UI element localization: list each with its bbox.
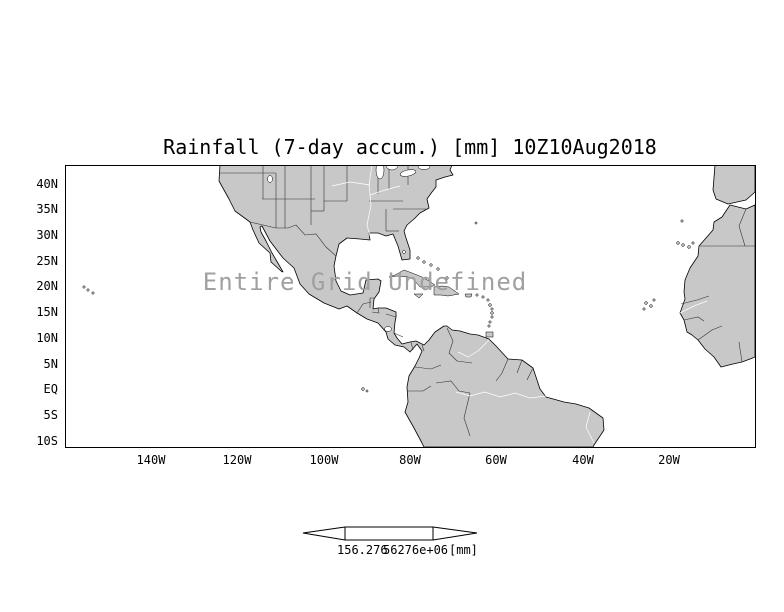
- plot-title: Rainfall (7-day accum.) [mm] 10Z10Aug201…: [163, 135, 657, 159]
- colorbar-unit: [mm]: [449, 543, 478, 557]
- lat-label-10s: 10S: [36, 434, 58, 448]
- lon-label-60w: 60W: [485, 453, 507, 467]
- map-layers: [82, 165, 755, 447]
- lon-label-120w: 120W: [222, 453, 252, 467]
- lat-label-10n: 10N: [36, 331, 58, 345]
- lake-michigan: [375, 165, 385, 180]
- lat-label-eq: EQ: [43, 382, 58, 396]
- lon-label-20w: 20W: [658, 453, 680, 467]
- island-hispaniola: [433, 285, 460, 297]
- map-frame: [65, 165, 756, 448]
- colorbar: [302, 526, 478, 541]
- lat-label-30n: 30N: [36, 228, 58, 242]
- continent-africa: [679, 204, 755, 368]
- political-boundaries: [219, 165, 755, 437]
- lake-erie: [399, 169, 417, 177]
- lake-okeechobee: [402, 250, 406, 254]
- lat-label-5s: 5S: [43, 408, 58, 422]
- grid-undefined-message: Entire Grid Undefined: [202, 268, 528, 296]
- island-trinidad: [485, 331, 494, 338]
- lon-label-100w: 100W: [309, 453, 339, 467]
- landmass-iberia: [712, 165, 755, 205]
- lat-label-35n: 35N: [36, 202, 58, 216]
- lon-label-80w: 80W: [399, 453, 421, 467]
- colorbar-label-right: 56276e+06: [383, 543, 449, 557]
- colorbar-arrow-shape: [302, 526, 478, 541]
- lat-label-40n: 40N: [36, 177, 58, 191]
- island-jamaica: [413, 293, 424, 299]
- island-cuba: [388, 269, 436, 288]
- colorbar-label-left: 156.276: [337, 543, 388, 557]
- lake-ontario: [417, 165, 431, 170]
- rivers: [331, 165, 708, 444]
- lakes: [267, 165, 431, 332]
- lat-label-20n: 20N: [36, 279, 58, 293]
- island-puerto-rico: [464, 293, 473, 298]
- lon-label-40w: 40W: [572, 453, 594, 467]
- continent-americas: [218, 165, 605, 447]
- island-specks: [82, 219, 695, 393]
- lon-label-140w: 140W: [136, 453, 166, 467]
- lat-label-5n: 5N: [43, 357, 58, 371]
- lake-huron: [385, 165, 399, 171]
- lat-label-15n: 15N: [36, 305, 58, 319]
- lat-label-25n: 25N: [36, 254, 58, 268]
- lake-nicaragua: [384, 326, 392, 332]
- great-salt-lake: [267, 175, 273, 183]
